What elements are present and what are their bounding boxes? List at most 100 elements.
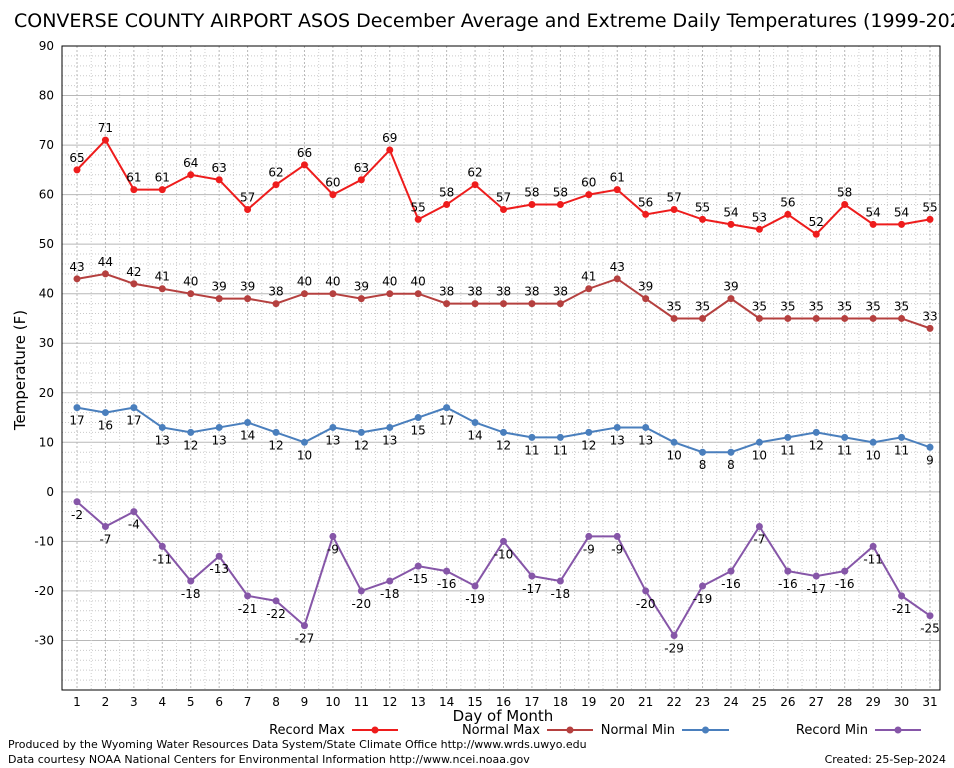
data-point — [471, 418, 479, 426]
series-normal-min: 17 16 17 13 12 13 14 12 10 13 12 13 15 17 14 12 11 11 12 13… — [69, 404, 934, 472]
data-point — [471, 300, 479, 308]
data-point — [386, 146, 394, 154]
data-label: 44 — [98, 255, 113, 269]
data-point — [130, 280, 138, 288]
data-label: 35 — [780, 299, 795, 313]
data-label: 43 — [69, 260, 84, 274]
data-label: -25 — [920, 622, 940, 636]
data-point — [670, 632, 678, 640]
data-label: -18 — [380, 587, 400, 601]
data-label: 8 — [699, 458, 707, 472]
data-label: 54 — [865, 205, 880, 219]
data-point — [73, 498, 81, 506]
data-label: 54 — [723, 205, 738, 219]
data-point — [784, 567, 792, 575]
data-label: 38 — [268, 285, 283, 299]
data-point — [755, 438, 763, 446]
x-tick-label: 10 — [325, 695, 340, 709]
x-tick-label: 4 — [158, 695, 166, 709]
data-label: 66 — [297, 146, 312, 160]
data-point — [528, 572, 536, 580]
data-point — [187, 428, 195, 436]
x-tick-label: 3 — [130, 695, 138, 709]
data-point — [841, 314, 849, 322]
data-label: 57 — [240, 190, 255, 204]
y-tick-label: -30 — [34, 633, 54, 647]
x-tick-label: 30 — [894, 695, 909, 709]
data-point — [101, 409, 109, 417]
data-point — [272, 181, 280, 189]
data-point — [272, 428, 280, 436]
x-tick-label: 17 — [524, 695, 539, 709]
data-point — [841, 201, 849, 209]
data-point — [699, 215, 707, 223]
data-point — [642, 587, 650, 595]
data-label: 11 — [553, 443, 568, 457]
data-point — [300, 161, 308, 169]
data-label: 42 — [126, 265, 141, 279]
data-point — [585, 532, 593, 540]
data-point — [300, 438, 308, 446]
data-label: 10 — [865, 448, 880, 462]
data-point — [414, 290, 422, 298]
data-label: 40 — [183, 275, 198, 289]
data-point — [869, 542, 877, 550]
data-label: 14 — [467, 428, 482, 442]
data-label: 12 — [809, 438, 824, 452]
data-point — [670, 205, 678, 213]
data-label: -2 — [71, 508, 83, 522]
data-point — [272, 597, 280, 605]
data-point — [300, 622, 308, 630]
y-tick-label: 50 — [39, 237, 54, 251]
data-label: -17 — [522, 582, 542, 596]
data-label: -9 — [611, 542, 623, 556]
x-tick-label: 24 — [723, 695, 738, 709]
data-label: 10 — [752, 448, 767, 462]
data-point — [244, 295, 252, 303]
data-label: 17 — [439, 414, 454, 428]
data-point — [386, 423, 394, 431]
data-label: 13 — [325, 433, 340, 447]
data-point — [471, 582, 479, 590]
data-point — [500, 300, 507, 308]
x-tick-label: 16 — [496, 695, 511, 709]
data-source-credit: Data courtesy NOAA National Centers for … — [8, 753, 530, 766]
x-tick-label: 7 — [244, 695, 252, 709]
data-label: 13 — [212, 433, 227, 447]
data-point — [414, 215, 422, 223]
data-label: 35 — [894, 299, 909, 313]
x-tick-label: 18 — [553, 695, 568, 709]
data-point — [642, 295, 650, 303]
data-point — [329, 290, 337, 298]
data-point — [699, 448, 707, 456]
data-label: 35 — [809, 299, 824, 313]
data-point — [613, 423, 621, 431]
data-label: 39 — [354, 280, 369, 294]
legend-entry-marker — [566, 726, 574, 734]
data-label: 11 — [780, 443, 795, 457]
chart-series: 65 71 61 61 64 63 57 62 66 60 63 69 55 58 62 57 58 58 60 61… — [69, 121, 939, 655]
data-point — [755, 523, 763, 531]
data-label: -16 — [835, 577, 855, 591]
data-point — [130, 404, 138, 412]
data-point — [642, 210, 650, 218]
data-label: 38 — [524, 285, 539, 299]
data-label: -11 — [152, 552, 172, 566]
data-label: -19 — [693, 592, 713, 606]
data-point — [443, 567, 451, 575]
data-label: -4 — [128, 518, 140, 532]
data-label: 39 — [723, 280, 738, 294]
data-label: 58 — [439, 186, 454, 200]
data-point — [443, 404, 451, 412]
y-tick-label: 0 — [46, 485, 54, 499]
data-label: 17 — [69, 414, 84, 428]
data-point — [727, 567, 735, 575]
data-point — [500, 205, 507, 213]
data-point — [556, 433, 564, 441]
data-label: 17 — [126, 414, 141, 428]
data-label: 12 — [496, 438, 511, 452]
x-tick-label: 31 — [922, 695, 937, 709]
data-label: -13 — [209, 562, 229, 576]
y-tick-label: 70 — [39, 138, 54, 152]
